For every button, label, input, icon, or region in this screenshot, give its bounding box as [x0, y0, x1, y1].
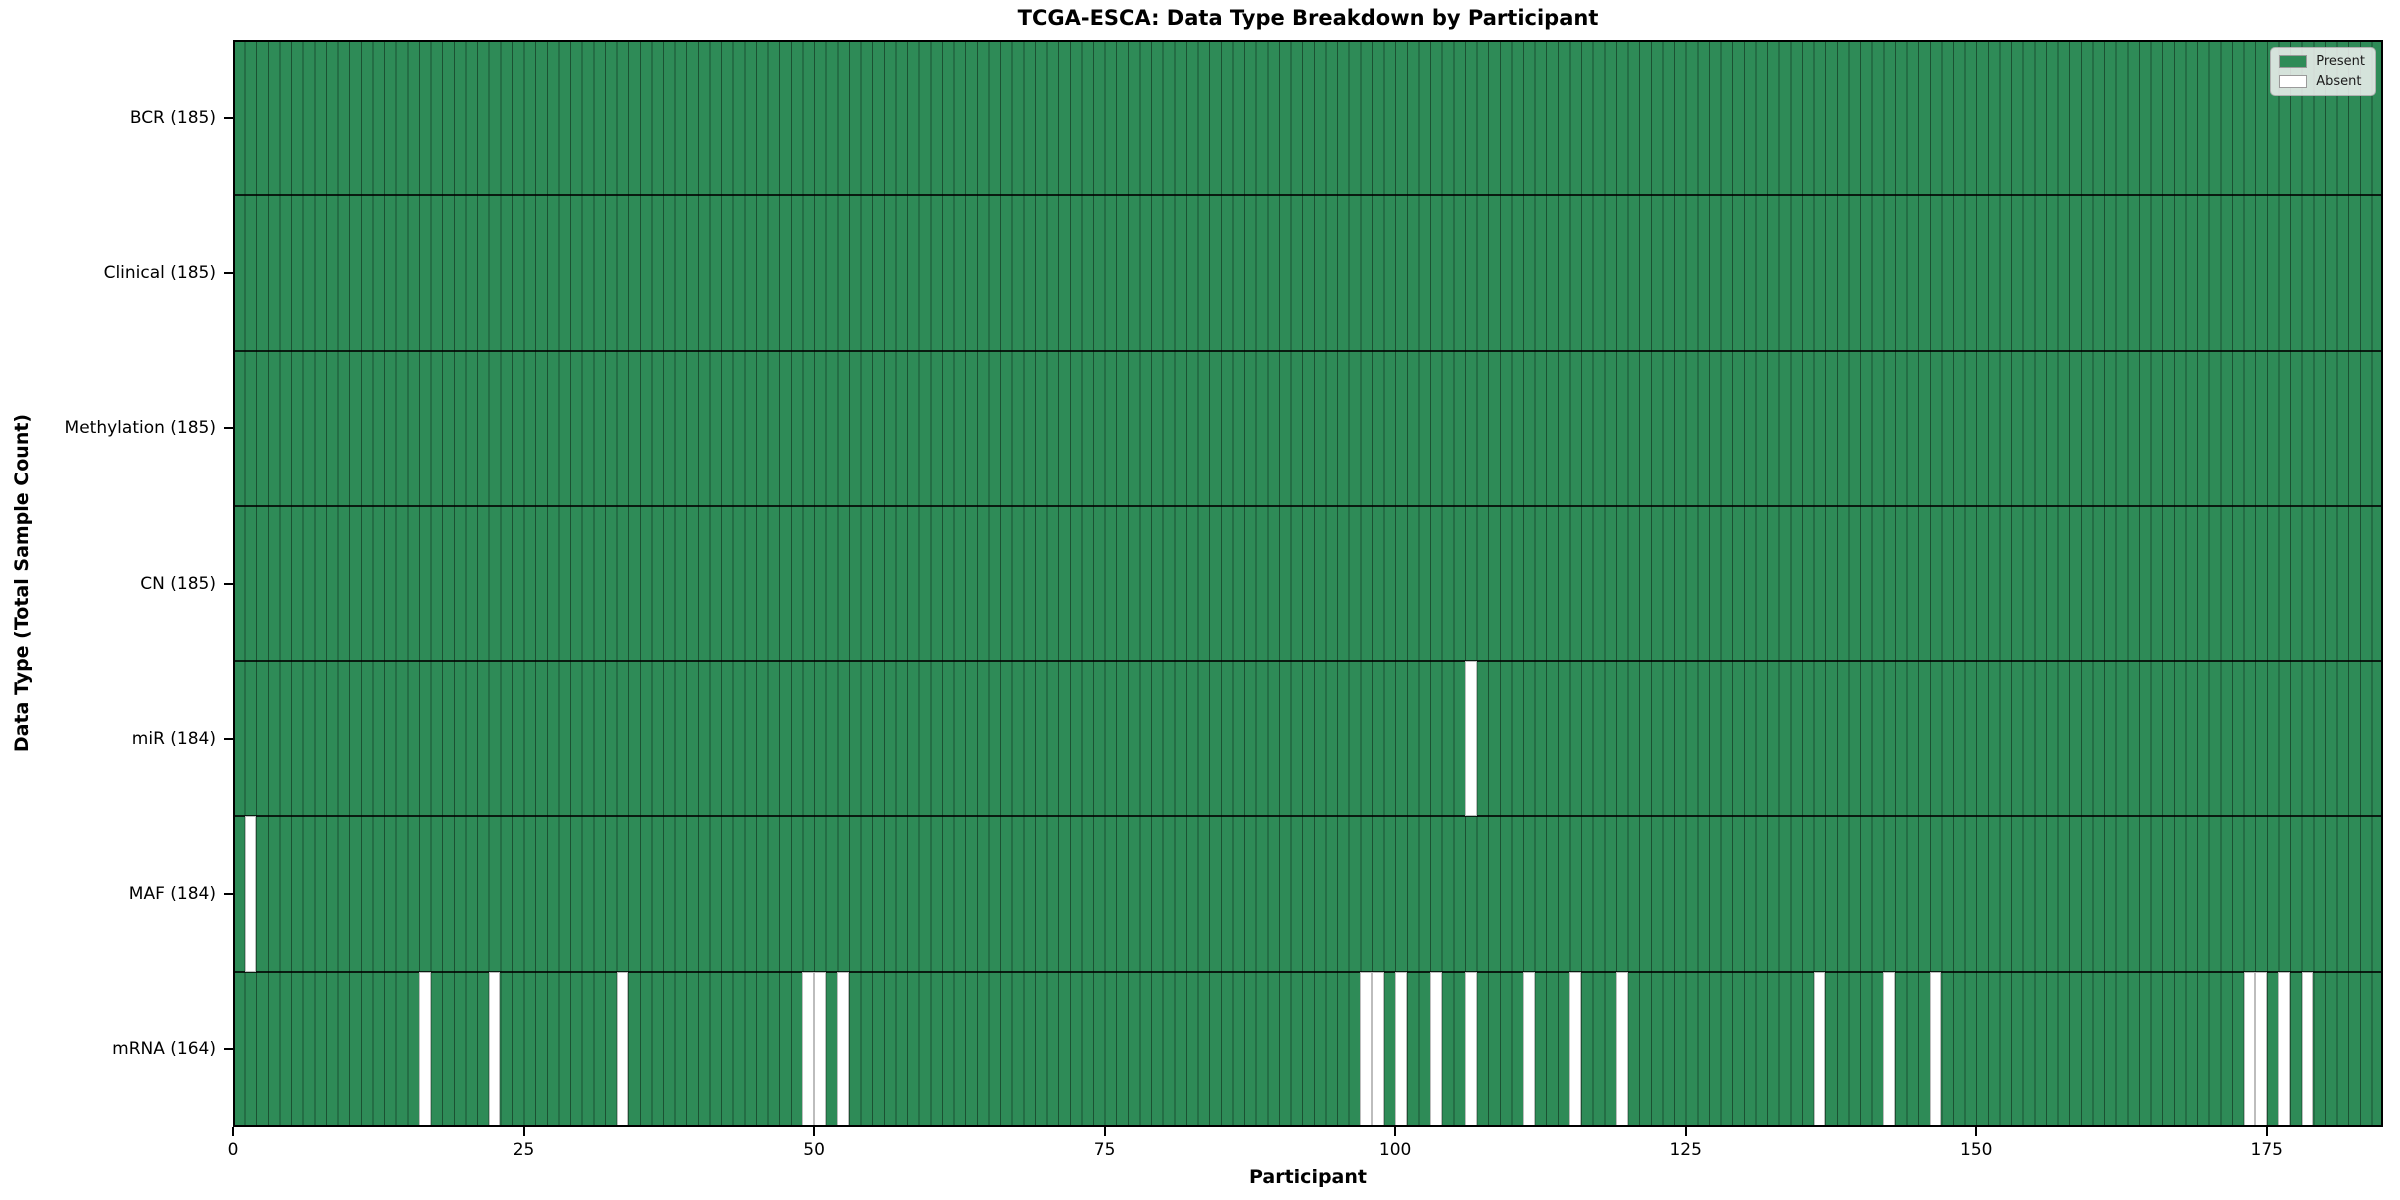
bar-grid	[233, 40, 2383, 1127]
legend-absent-swatch	[2279, 75, 2308, 88]
x-tick-mark	[522, 1127, 525, 1136]
row-separator	[233, 504, 2383, 507]
legend-entry-absent: Absent	[2279, 74, 2365, 89]
y-tick-mark	[224, 1048, 233, 1051]
y-tick-label: mRNA (164)	[112, 1039, 216, 1060]
absent-bar	[1464, 971, 1477, 1127]
y-tick-mark	[224, 116, 233, 119]
x-tick-mark	[1975, 1127, 1978, 1136]
y-tick-label: miR (184)	[131, 728, 216, 749]
row-separator	[233, 815, 2383, 818]
y-tick-label: MAF (184)	[128, 884, 216, 905]
x-tick-label: 75	[1093, 1140, 1116, 1160]
x-tick-mark	[2265, 1127, 2268, 1136]
x-tick-label: 175	[2250, 1140, 2284, 1160]
legend-present-label: Present	[2316, 54, 2365, 69]
absent-bar	[418, 971, 431, 1127]
absent-bar	[2278, 971, 2290, 1127]
absent-bar	[837, 971, 849, 1127]
y-tick-label: Clinical (185)	[103, 262, 216, 283]
legend: Present Absent	[2270, 47, 2376, 96]
absent-bar	[616, 971, 629, 1127]
chart-title: TCGA-ESCA: Data Type Breakdown by Partic…	[1017, 6, 1599, 30]
absent-bar	[802, 971, 815, 1127]
absent-bar	[1464, 661, 1477, 817]
x-tick-label: 25	[512, 1140, 535, 1160]
absent-bar	[488, 971, 501, 1127]
row-separator	[233, 349, 2383, 352]
absent-bar	[2255, 971, 2267, 1127]
row-separator	[233, 970, 2383, 973]
x-tick-mark	[232, 1127, 234, 1136]
row-separator	[233, 194, 2383, 197]
y-tick-label: BCR (185)	[129, 107, 216, 128]
x-tick-label: 0	[227, 1140, 239, 1160]
y-tick-mark	[224, 427, 233, 430]
y-tick-mark	[224, 271, 233, 274]
y-tick-label: CN (185)	[140, 573, 216, 594]
x-tick-label: 125	[1669, 1140, 1702, 1160]
y-tick-mark	[224, 737, 233, 740]
plot-background	[233, 40, 2383, 1127]
legend-present-swatch	[2279, 55, 2308, 68]
x-tick-mark	[1684, 1127, 1687, 1136]
x-tick-label: 150	[1960, 1140, 1993, 1160]
absent-bar	[814, 971, 826, 1127]
x-tick-mark	[813, 1127, 816, 1136]
y-tick-mark	[224, 582, 233, 585]
absent-bar	[1360, 971, 1372, 1127]
x-axis-label: Participant	[1248, 1166, 1367, 1188]
legend-entry-present: Present	[2279, 54, 2365, 69]
absent-bar	[2243, 971, 2256, 1127]
absent-bar	[1569, 971, 1582, 1127]
absent-bar	[1883, 971, 1895, 1127]
absent-bar	[1371, 971, 1384, 1127]
y-tick-mark	[224, 893, 233, 896]
absent-bar	[1430, 971, 1442, 1127]
y-axis-label: Data Type (Total Sample Count)	[11, 413, 33, 753]
absent-bar	[1523, 971, 1535, 1127]
legend-absent-label: Absent	[2316, 74, 2362, 89]
absent-bar	[1615, 971, 1628, 1127]
x-tick-label: 50	[803, 1140, 825, 1160]
x-tick-mark	[1394, 1127, 1397, 1136]
absent-bar	[1395, 971, 1407, 1127]
x-tick-mark	[1103, 1127, 1106, 1136]
absent-bar	[2301, 971, 2314, 1127]
absent-bar	[1813, 971, 1826, 1127]
row-separator	[233, 660, 2383, 663]
y-tick-label: Methylation (185)	[64, 418, 216, 439]
absent-bar	[1929, 971, 1942, 1127]
absent-bar	[244, 816, 257, 972]
x-tick-label: 100	[1378, 1140, 1412, 1160]
plot-area: Present Absent	[233, 40, 2383, 1127]
